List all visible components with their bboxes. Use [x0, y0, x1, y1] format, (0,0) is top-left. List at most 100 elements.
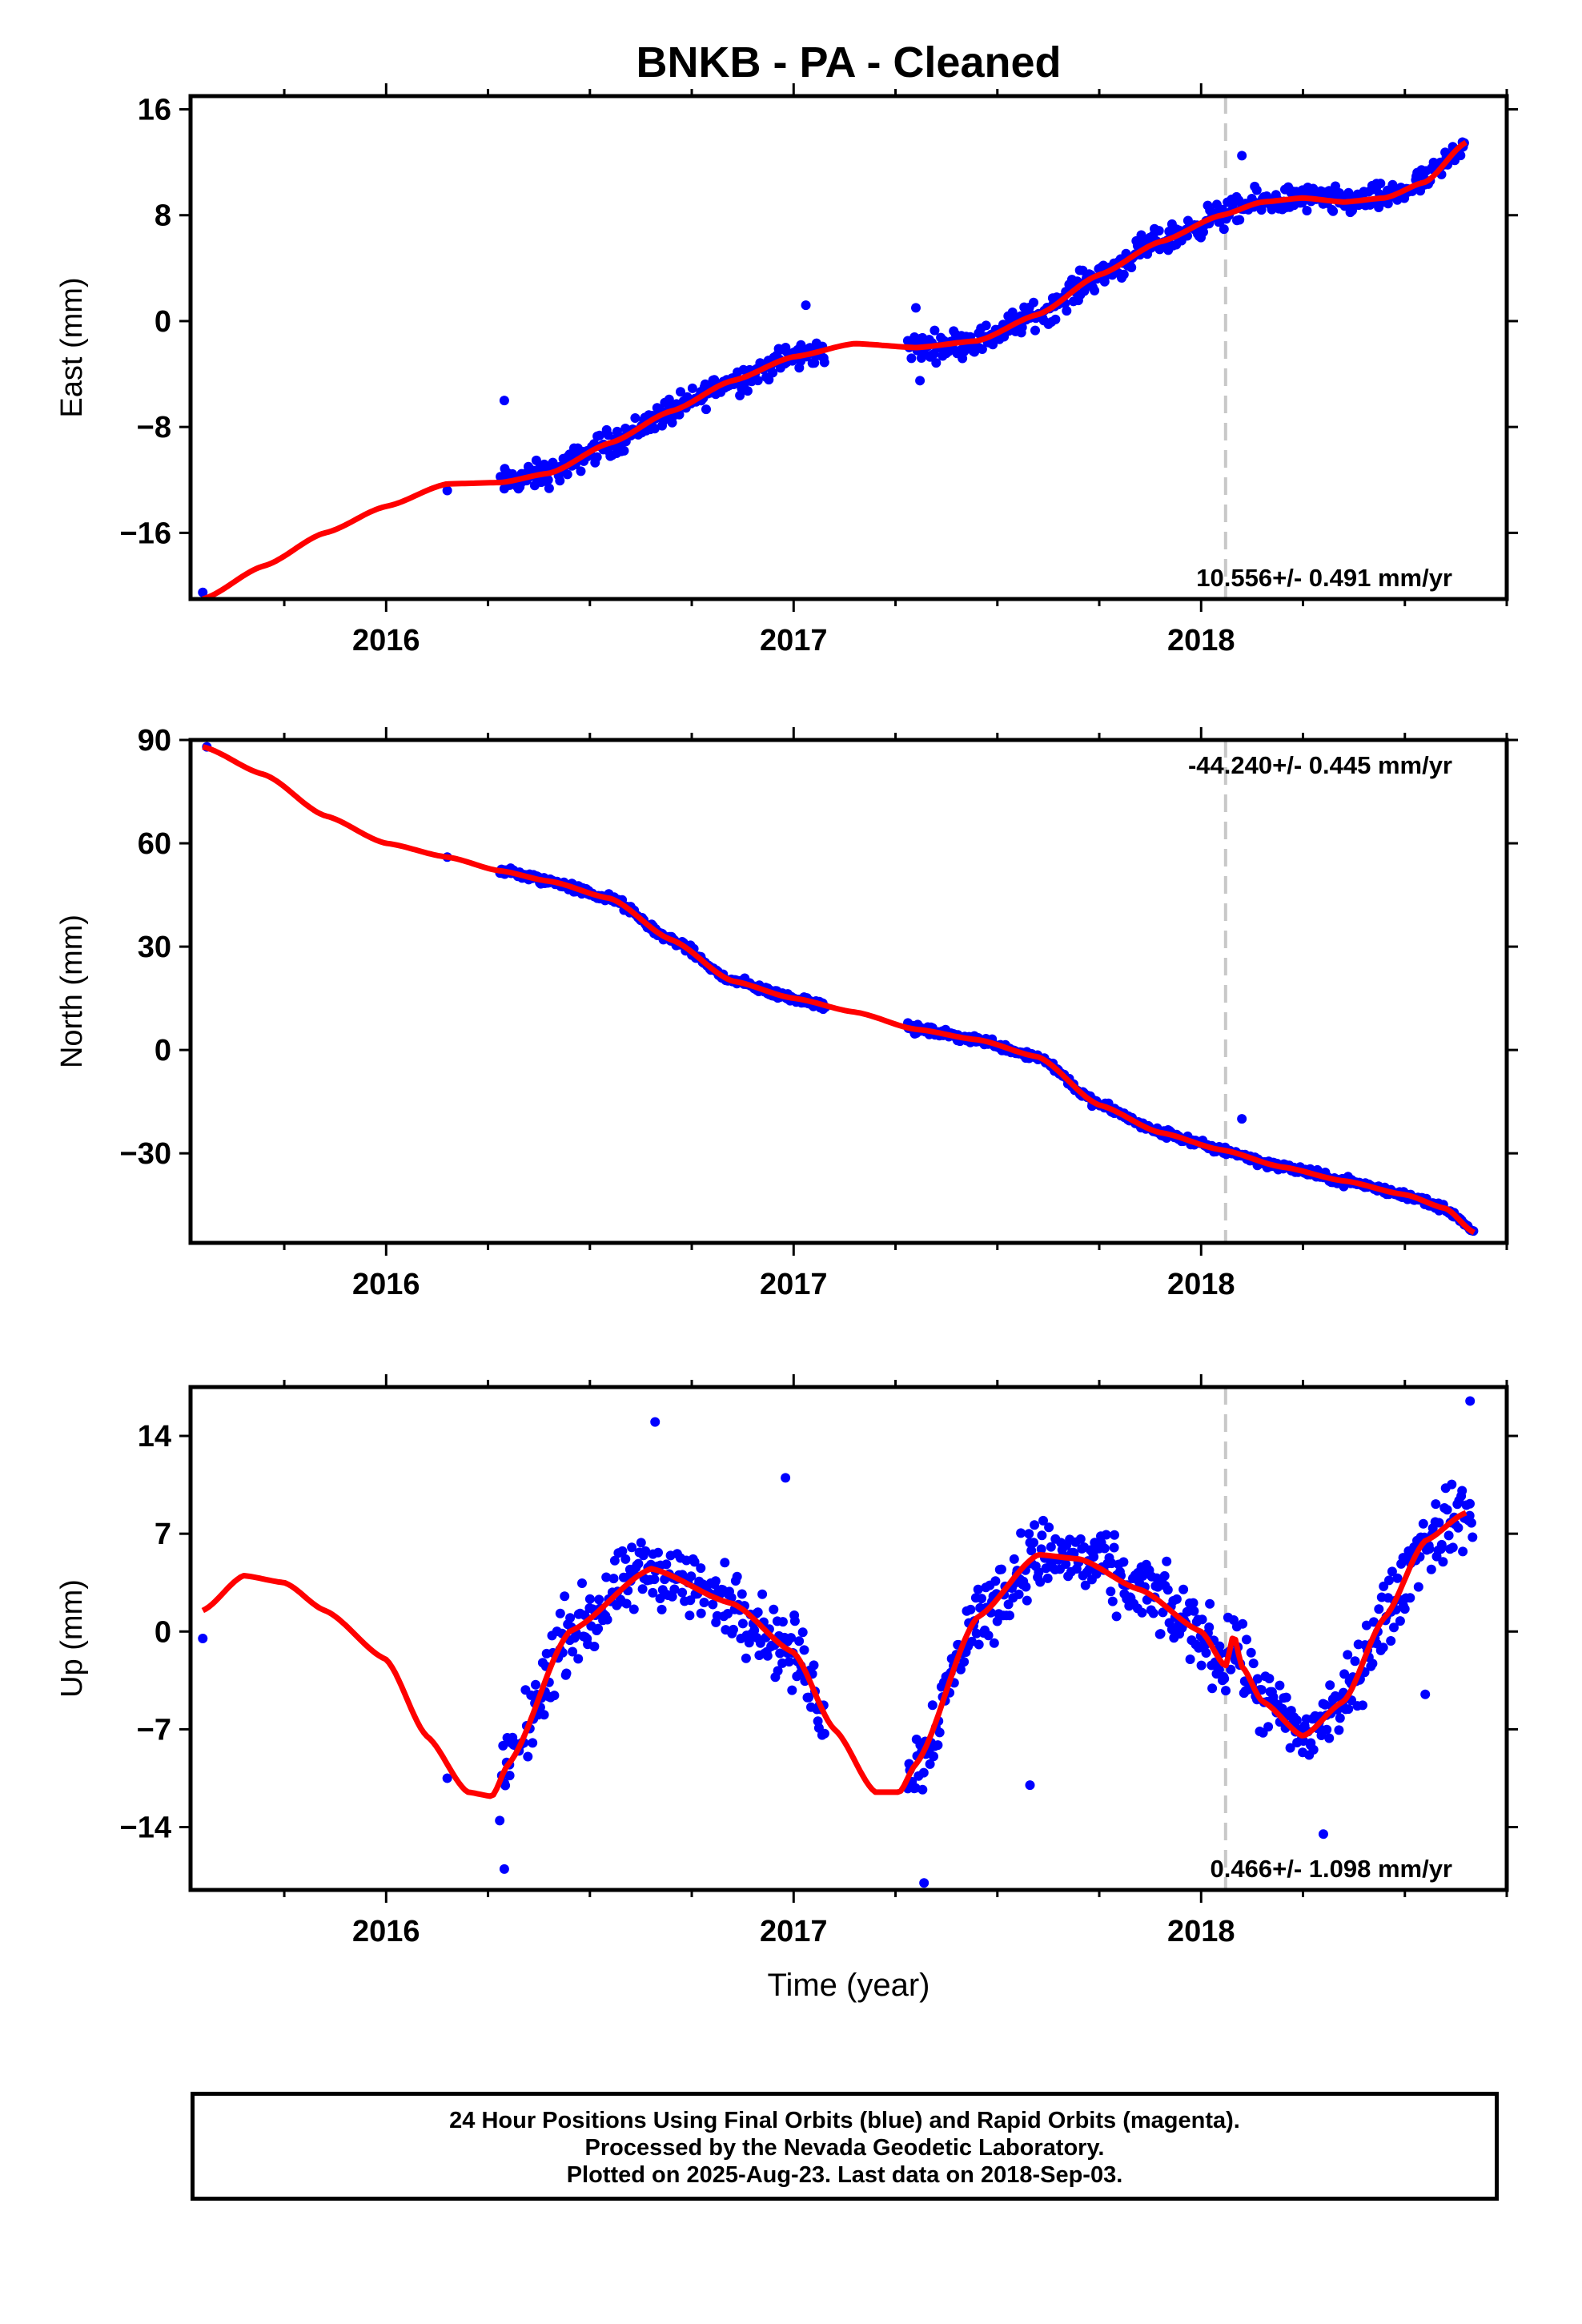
data-point: [1358, 1700, 1367, 1711]
points-up: [198, 1396, 1478, 1888]
data-point: [1368, 1617, 1379, 1627]
y-tick-label: −30: [120, 1137, 171, 1171]
data-point: [1339, 1669, 1350, 1679]
x-tick-label: 2016: [352, 1915, 420, 1948]
data-point: [1099, 1543, 1110, 1554]
y-tick-label: 16: [138, 94, 171, 127]
data-point: [1034, 1567, 1044, 1578]
frame-east: [188, 94, 1509, 601]
data-point: [1399, 1604, 1410, 1614]
data-point: [442, 485, 452, 496]
data-point: [696, 1563, 706, 1574]
data-point: [1219, 1674, 1230, 1684]
data-point: [1275, 1680, 1285, 1691]
data-point: [594, 430, 604, 440]
data-point: [1201, 1648, 1211, 1658]
y-tick-label: −16: [120, 517, 171, 550]
data-point: [1457, 1486, 1468, 1496]
data-point: [667, 417, 677, 428]
data-point: [1343, 1704, 1354, 1715]
data-point: [594, 1594, 604, 1605]
data-point: [1251, 185, 1262, 195]
data-point: [959, 1657, 970, 1667]
y-tick-label: 0: [155, 1034, 171, 1068]
data-point: [555, 476, 565, 486]
data-point: [981, 320, 991, 331]
data-point: [1185, 1655, 1195, 1664]
data-point: [764, 375, 774, 385]
data-point: [977, 1594, 986, 1604]
panel-up: 14 7 0 −7 −14 2016 2017 2018 Up (mm) 0.466+/- 1.0…: [55, 1374, 1518, 1948]
data-point: [593, 1623, 604, 1634]
data-point: [696, 1608, 706, 1618]
data-point: [621, 1598, 632, 1609]
data-point: [1118, 269, 1129, 279]
data-point: [789, 1616, 800, 1626]
y-tick-label: −8: [137, 411, 171, 444]
data-point: [653, 1547, 663, 1558]
data-point: [636, 1538, 646, 1548]
data-point: [1137, 1607, 1147, 1618]
data-point: [1153, 1582, 1163, 1592]
y-tick-label: 14: [138, 1420, 171, 1454]
data-point: [1248, 1659, 1259, 1669]
x-tick-label: 2018: [1167, 624, 1235, 657]
x-tick-label: 2018: [1167, 1268, 1235, 1301]
data-point: [686, 1571, 697, 1582]
data-point: [608, 1574, 619, 1584]
data-point: [1084, 1564, 1094, 1574]
data-point: [1178, 1584, 1189, 1594]
data-point: [592, 452, 602, 462]
data-point: [630, 413, 640, 423]
data-point: [929, 1751, 938, 1762]
data-point: [1154, 226, 1164, 236]
data-point: [627, 1542, 637, 1553]
data-point: [930, 325, 940, 336]
data-point: [819, 357, 829, 368]
data-point: [1281, 1692, 1291, 1703]
data-point: [996, 1564, 1006, 1574]
data-point: [1189, 1606, 1199, 1616]
y-tick-label: 90: [138, 724, 171, 758]
y-tick-label: 0: [155, 1615, 171, 1649]
data-point: [781, 1473, 791, 1483]
data-point: [1324, 1733, 1335, 1743]
data-point: [977, 344, 987, 354]
data-point: [609, 1555, 620, 1566]
data-point: [1413, 1582, 1423, 1592]
points-east: [198, 137, 1469, 597]
data-point: [915, 376, 926, 386]
data-point: [562, 469, 572, 480]
data-point: [1438, 1557, 1448, 1567]
x-axis-label: Time (year): [768, 1968, 930, 2003]
data-point: [499, 396, 509, 406]
data-point: [1196, 1660, 1207, 1671]
data-point: [1392, 1573, 1403, 1583]
data-point: [1464, 1510, 1475, 1521]
frame-up: [188, 1385, 1509, 1892]
data-point: [1367, 1659, 1378, 1669]
y-tick-label: 60: [138, 827, 171, 861]
footer-caption: 24 Hour Positions Using Final Orbits (bl…: [191, 2092, 1499, 2201]
data-point: [744, 1638, 754, 1648]
data-point: [1308, 1744, 1319, 1755]
data-point: [1014, 1589, 1024, 1599]
data-point: [689, 1557, 700, 1567]
data-point: [1207, 1683, 1218, 1694]
data-point: [617, 1546, 628, 1556]
data-point: [676, 387, 685, 397]
data-point: [1106, 1586, 1116, 1597]
data-point: [1024, 1529, 1034, 1539]
data-point: [669, 1584, 680, 1594]
data-point: [1299, 1736, 1308, 1746]
data-point: [495, 1815, 505, 1826]
data-point: [1162, 1585, 1173, 1595]
data-point: [1197, 1614, 1207, 1625]
data-point: [741, 1653, 751, 1663]
data-point: [565, 1613, 576, 1623]
data-point: [989, 1638, 999, 1648]
data-point: [531, 1679, 540, 1690]
data-point: [620, 1554, 631, 1564]
data-point: [198, 587, 208, 597]
data-point: [777, 1617, 788, 1627]
